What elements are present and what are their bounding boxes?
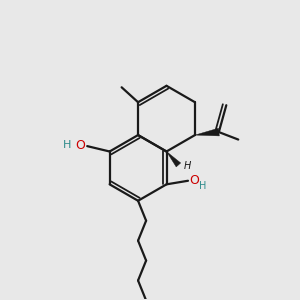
Polygon shape [195,128,219,136]
Text: H: H [199,181,207,191]
Polygon shape [167,152,181,167]
Text: O: O [75,139,85,152]
Text: O: O [190,174,200,187]
Text: H: H [184,161,191,171]
Text: H: H [62,140,71,150]
